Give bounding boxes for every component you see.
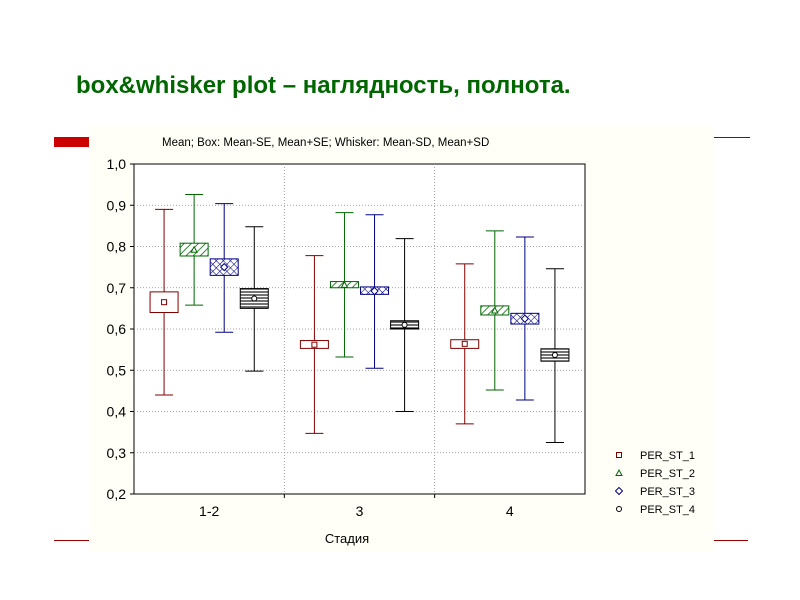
box-whisker-per-st-2-2 xyxy=(329,212,359,358)
y-tick-label: 0,4 xyxy=(107,404,127,420)
decorative-line-bottom-right xyxy=(712,540,748,541)
box-whisker-per-st-3-3 xyxy=(510,236,540,401)
legend-item-per-st-4: PER_ST_4 xyxy=(616,504,695,516)
legend-label: PER_ST_4 xyxy=(640,504,695,516)
slide-title: box&whisker plot – наглядность, полнота. xyxy=(76,72,571,99)
y-tick-label: 0,8 xyxy=(107,239,127,255)
mean-marker xyxy=(614,486,624,496)
decorative-line-bottom-left xyxy=(54,540,90,541)
mean-marker xyxy=(161,299,168,306)
y-tick-label: 0,9 xyxy=(107,197,127,213)
grid-lines xyxy=(134,164,585,494)
y-axis: 0,2 0,3 0,4 0,5 0,6 0,7 0,8 0,9 1,0 xyxy=(107,156,134,502)
y-tick-label: 1,0 xyxy=(107,156,127,172)
x-tick-label: 1-2 xyxy=(199,503,219,519)
box-whisker-per-st-1-2 xyxy=(299,255,329,434)
mean-marker xyxy=(520,314,530,323)
decorative-red-bar xyxy=(54,137,90,147)
mean-marker xyxy=(490,306,499,314)
box-whisker-per-st-2-3 xyxy=(480,230,510,391)
y-tick-label: 0,7 xyxy=(107,280,127,296)
mean-marker xyxy=(551,351,558,358)
legend-item-per-st-2: PER_ST_2 xyxy=(615,468,695,480)
legend-item-per-st-3: PER_ST_3 xyxy=(614,486,695,498)
legend-label: PER_ST_3 xyxy=(640,486,695,498)
x-axis-label: Стадия xyxy=(325,531,369,546)
mean-marker xyxy=(616,452,622,458)
box-whisker-per-st-4-3 xyxy=(540,268,570,443)
box-whisker-per-st-1-3 xyxy=(450,263,480,425)
y-tick-label: 0,2 xyxy=(107,486,127,502)
x-tick-label: 4 xyxy=(506,503,514,519)
mean-marker xyxy=(615,468,623,476)
x-tick-label: 3 xyxy=(356,503,364,519)
decorative-line-top-right xyxy=(712,137,750,138)
box-whisker-per-st-4-2 xyxy=(390,238,420,412)
box-whisker-per-st-1-1 xyxy=(149,208,179,396)
mean-marker xyxy=(340,280,349,288)
x-axis: 1-2 3 4 xyxy=(199,494,514,519)
legend-label: PER_ST_1 xyxy=(640,450,695,462)
mean-marker xyxy=(461,340,468,347)
box-whisker-per-st-3-1 xyxy=(209,203,239,333)
y-tick-label: 0,5 xyxy=(107,362,127,378)
chart-panel: Mean; Box: Mean-SE, Mean+SE; Whisker: Me… xyxy=(89,126,714,551)
box-whisker-per-st-3-2 xyxy=(360,214,390,369)
y-tick-label: 0,6 xyxy=(107,321,127,337)
y-tick-label: 0,3 xyxy=(107,445,127,461)
mean-marker xyxy=(190,245,198,253)
mean-marker xyxy=(311,341,318,348)
box-whisker-series xyxy=(149,194,570,443)
box-whisker-per-st-2-1 xyxy=(179,194,209,306)
box-whisker-per-st-4-1 xyxy=(239,226,269,372)
legend-label: PER_ST_2 xyxy=(640,468,695,480)
mean-marker xyxy=(251,295,258,302)
chart-title: Mean; Box: Mean-SE, Mean+SE; Whisker: Me… xyxy=(162,137,489,149)
mean-marker xyxy=(370,286,379,296)
mean-marker xyxy=(616,506,622,512)
mean-marker xyxy=(401,321,408,328)
box-whisker-chart: Mean; Box: Mean-SE, Mean+SE; Whisker: Me… xyxy=(107,137,696,546)
legend-item-per-st-1: PER_ST_1 xyxy=(616,450,695,462)
legend: PER_ST_1 PER_ST_2 PER_ST_3 PER_ST_4 xyxy=(614,450,695,516)
mean-marker xyxy=(219,262,229,272)
